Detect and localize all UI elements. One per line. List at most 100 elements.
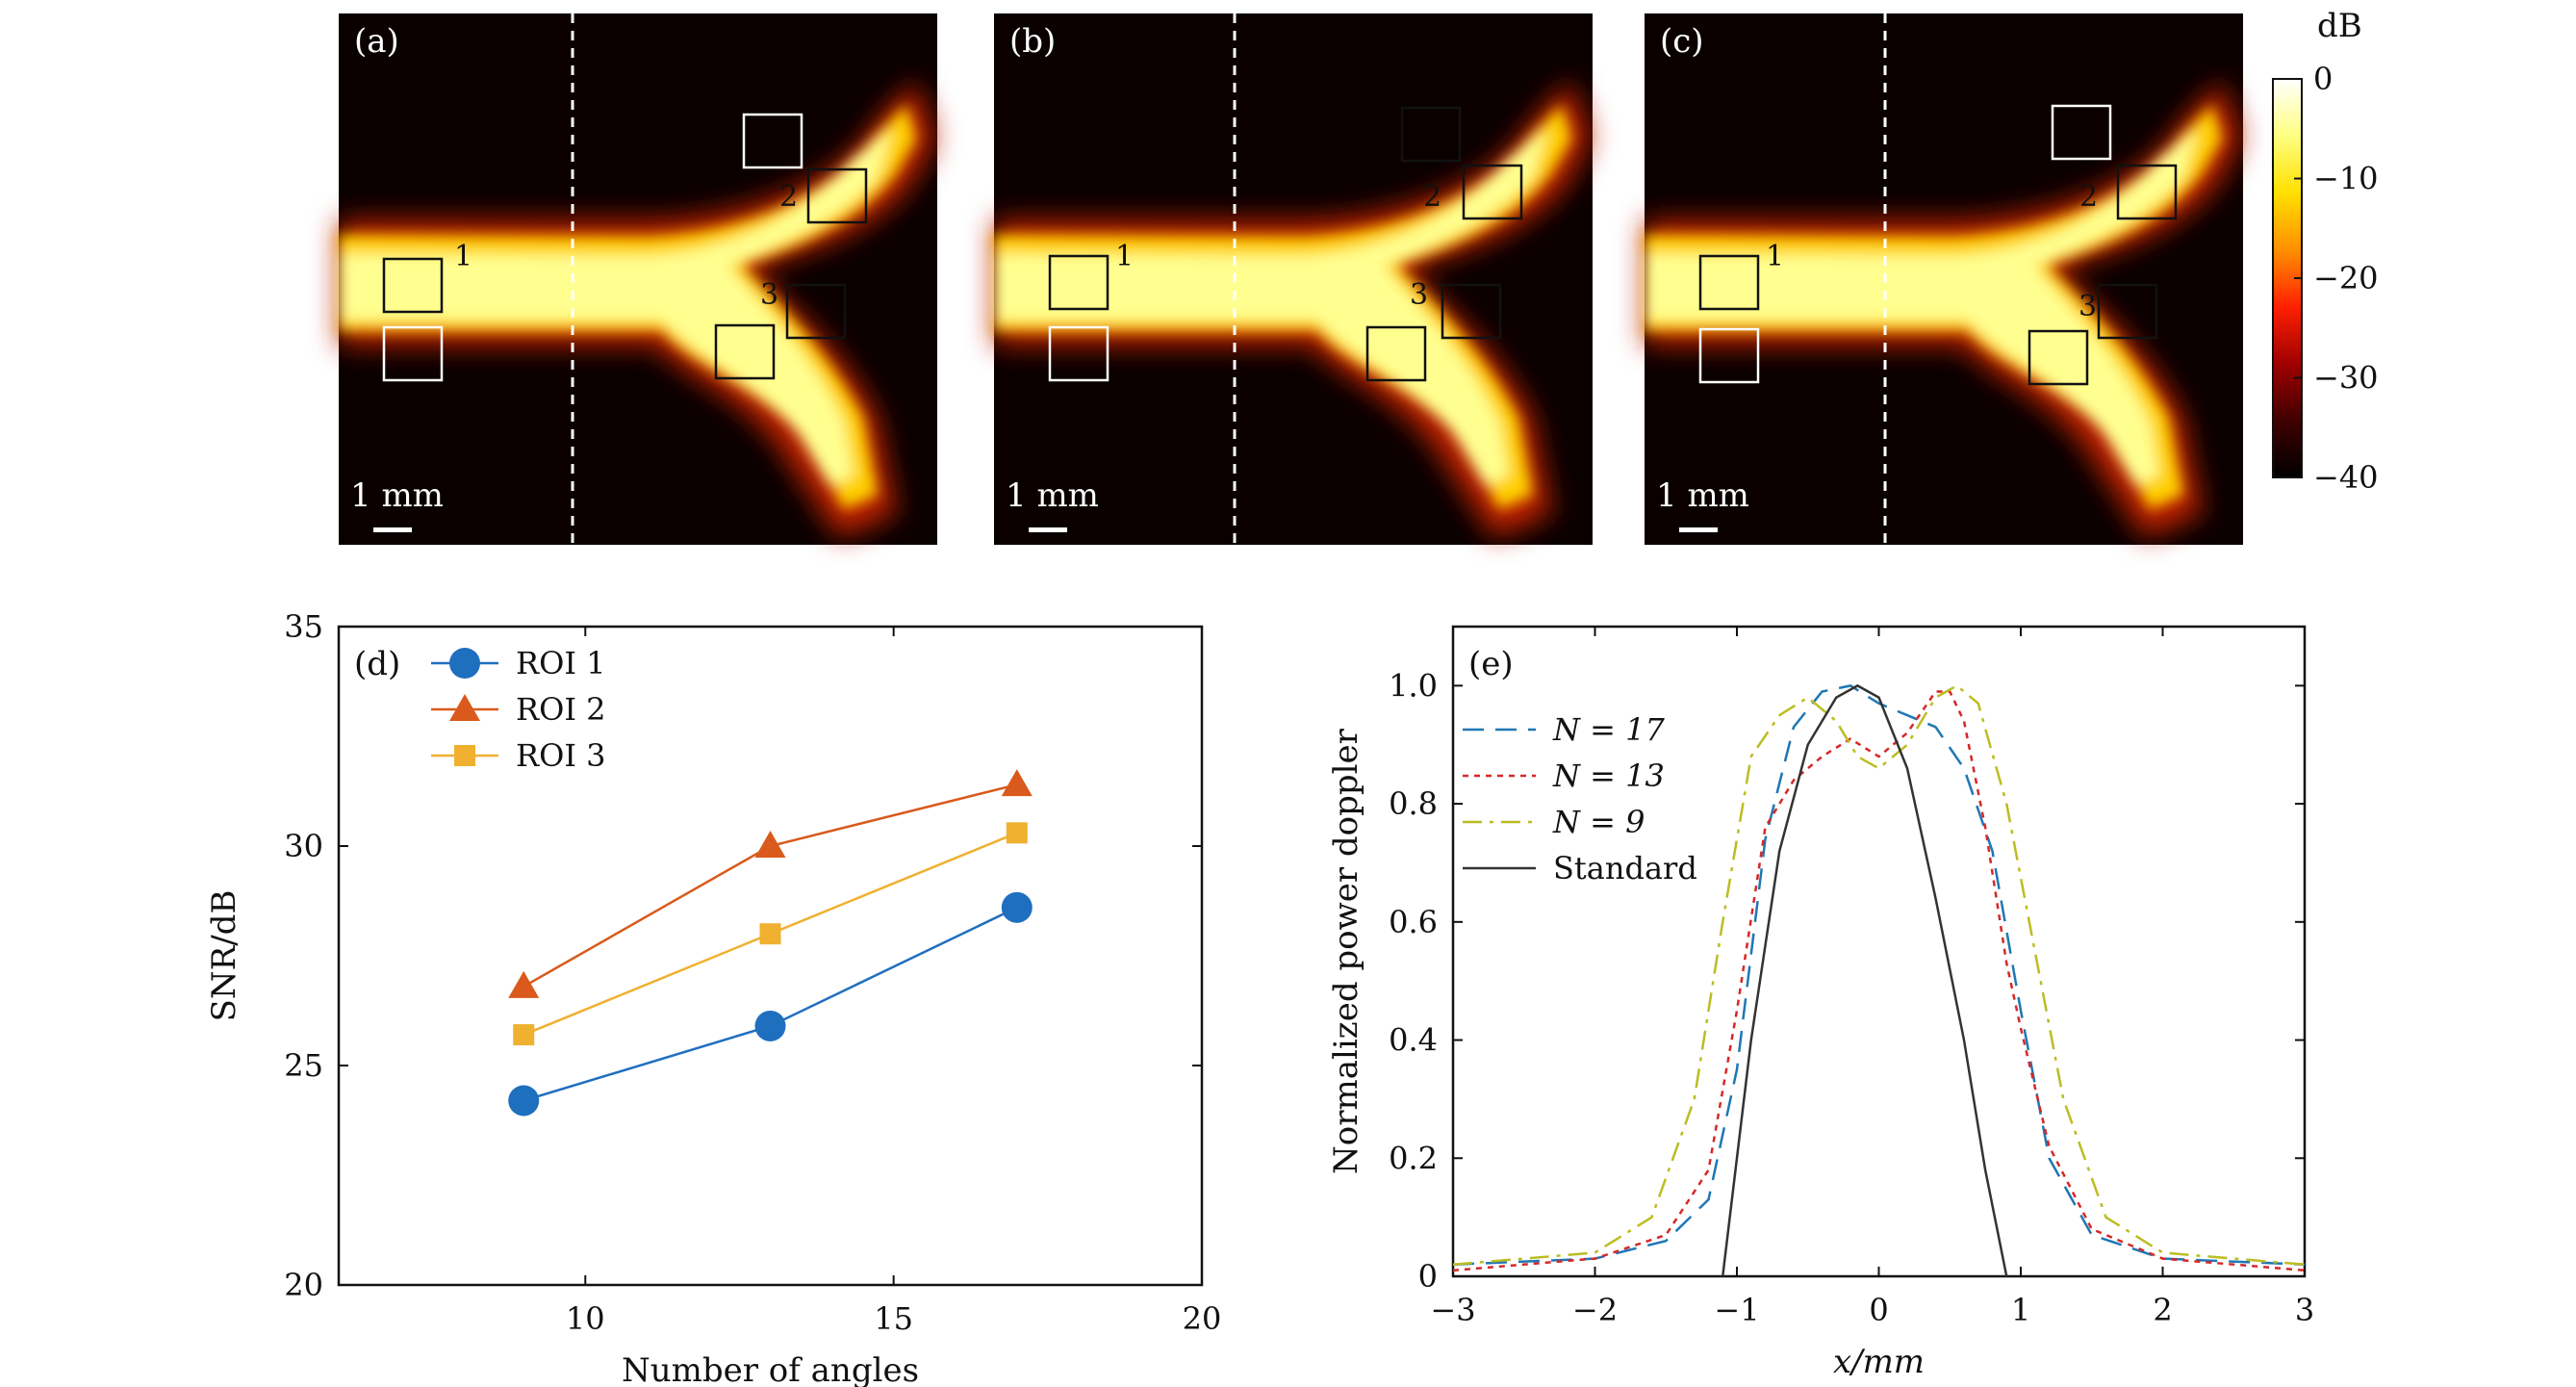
x-tick-label: 3 xyxy=(2295,1292,2314,1328)
roi-box-2 xyxy=(1462,164,1523,220)
colorbar-tick-label: 0 xyxy=(2313,61,2333,97)
legend-marker xyxy=(454,745,475,766)
panel-label: (d) xyxy=(354,645,400,683)
chart-e: −3 −2 −1 0 1 2 3 0 0.2 0.4 0.6 0.8 1.0 x/mm Normalized… xyxy=(1327,625,2314,1381)
x-axis-label: x/mm xyxy=(1833,1343,1925,1381)
scale-bar xyxy=(1029,527,1067,532)
x-tick-label: 0 xyxy=(1869,1292,1888,1328)
data-point xyxy=(508,1085,540,1117)
x-tick-label: 1 xyxy=(2011,1292,2030,1328)
roi-box-1 xyxy=(382,257,444,314)
colorbar-tick-label: −20 xyxy=(2313,260,2379,296)
scale-bar-label: 1 mm xyxy=(1006,476,1099,515)
image-panel-b: 1 2 3 (b) 1 mm xyxy=(994,13,1593,545)
noise-box-3 xyxy=(2097,283,2158,340)
colorbar-tick-label: −10 xyxy=(2313,161,2379,197)
series-line-2 xyxy=(523,783,1018,989)
vessel-core xyxy=(994,105,1571,509)
roi-label-1: 1 xyxy=(1766,240,1784,273)
y-tick-label: 0 xyxy=(1418,1258,1438,1295)
noise-box-3 xyxy=(1441,283,1502,340)
colorbar: dB 0 −10 −20 −30 −40 xyxy=(2272,7,2379,496)
legend-label: ROI 2 xyxy=(516,691,606,728)
plot-frame xyxy=(337,625,1204,1287)
noise-box-2 xyxy=(1400,106,1462,163)
roi-label-3: 3 xyxy=(760,278,778,312)
colorbar-tick-label: −30 xyxy=(2313,360,2379,397)
roi-box-1 xyxy=(1698,254,1760,311)
roi-label-1: 1 xyxy=(1115,240,1134,273)
roi-label-2: 2 xyxy=(2079,180,2098,214)
y-tick-label: 0.6 xyxy=(1389,904,1438,940)
roi-label-2: 2 xyxy=(779,180,798,214)
x-tick-label: 20 xyxy=(1183,1300,1222,1337)
colorbar-ticks: 0 −10 −20 −30 −40 xyxy=(2294,61,2379,496)
panel-label: (e) xyxy=(1468,645,1514,683)
y-tick-label: 1.0 xyxy=(1389,667,1438,704)
noise-box-3 xyxy=(785,283,847,340)
y-tick-label: 20 xyxy=(284,1267,323,1303)
data-point xyxy=(759,923,781,945)
y-tick-label: 30 xyxy=(284,828,323,864)
x-tick-label: −3 xyxy=(1430,1292,1475,1328)
roi-label-3: 3 xyxy=(1410,278,1428,312)
x-tick-label: 2 xyxy=(2153,1292,2172,1328)
roi-box-2 xyxy=(806,167,868,224)
data-point xyxy=(1001,891,1033,923)
series-line-1 xyxy=(1452,684,2306,1266)
data-point xyxy=(513,1024,535,1046)
legend-label: ROI 3 xyxy=(516,737,606,774)
roi-label-1: 1 xyxy=(454,240,472,273)
x-axis-label: Number of angles xyxy=(622,1351,919,1387)
noise-box-2 xyxy=(742,113,803,169)
noise-box-1 xyxy=(1698,327,1760,384)
vessel-core xyxy=(1645,105,2222,509)
chart-d: 10 15 20 20 25 30 35 Number of angles SNR/dB (d) R… xyxy=(205,608,1221,1387)
series-line-3 xyxy=(1452,683,2306,1266)
x-tick-label: −1 xyxy=(1714,1292,1759,1328)
noise-box-2 xyxy=(2051,104,2112,161)
scale-bar xyxy=(373,527,412,532)
y-tick-label: 0.4 xyxy=(1389,1022,1438,1059)
legend-label: ROI 1 xyxy=(516,645,606,681)
data-point xyxy=(508,970,540,998)
data-point xyxy=(1006,822,1028,844)
data-point xyxy=(754,831,786,858)
noise-box-1 xyxy=(382,325,444,382)
y-axis-label: SNR/dB xyxy=(205,890,243,1022)
legend-label: Standard xyxy=(1553,850,1697,886)
series-line-4 xyxy=(1722,683,2008,1277)
legend-marker xyxy=(449,694,480,721)
x-tick-label: −2 xyxy=(1572,1292,1618,1328)
legend-marker xyxy=(449,648,480,679)
legend-label: N = 17 xyxy=(1552,711,1666,748)
roi-label-3: 3 xyxy=(2079,290,2097,323)
panel-label: (c) xyxy=(1660,22,1704,61)
noise-box-1 xyxy=(1048,325,1109,382)
y-tick-label: 25 xyxy=(284,1047,323,1084)
x-tick-label: 15 xyxy=(874,1300,913,1337)
panel-label: (b) xyxy=(1009,22,1056,61)
y-tick-label: 0.2 xyxy=(1389,1140,1438,1176)
scale-bar xyxy=(1679,527,1718,532)
data-point xyxy=(754,1010,786,1041)
roi-label-2: 2 xyxy=(1423,180,1441,214)
y-tick-label: 0.8 xyxy=(1389,785,1438,822)
colorbar-unit: dB xyxy=(2317,7,2362,45)
legend-label: N = 9 xyxy=(1552,804,1645,840)
scale-bar-label: 1 mm xyxy=(1656,476,1749,515)
panel-label: (a) xyxy=(354,22,399,61)
y-tick-label: 35 xyxy=(284,608,323,645)
roi-box-3 xyxy=(714,323,776,380)
image-panel-c: 1 2 3 (c) 1 mm xyxy=(1645,13,2243,545)
y-axis-label: Normalized power doppler xyxy=(1327,728,1365,1174)
image-panel-a: 1 2 3 (a) 1 mm xyxy=(339,13,937,545)
roi-box-3 xyxy=(2028,329,2089,386)
roi-box-2 xyxy=(2116,164,2178,220)
legend-label: N = 13 xyxy=(1552,758,1665,794)
colorbar-tick-label: −40 xyxy=(2313,459,2379,496)
x-tick-label: 10 xyxy=(566,1300,605,1337)
vessel-core xyxy=(339,105,916,509)
data-point xyxy=(1001,769,1033,797)
